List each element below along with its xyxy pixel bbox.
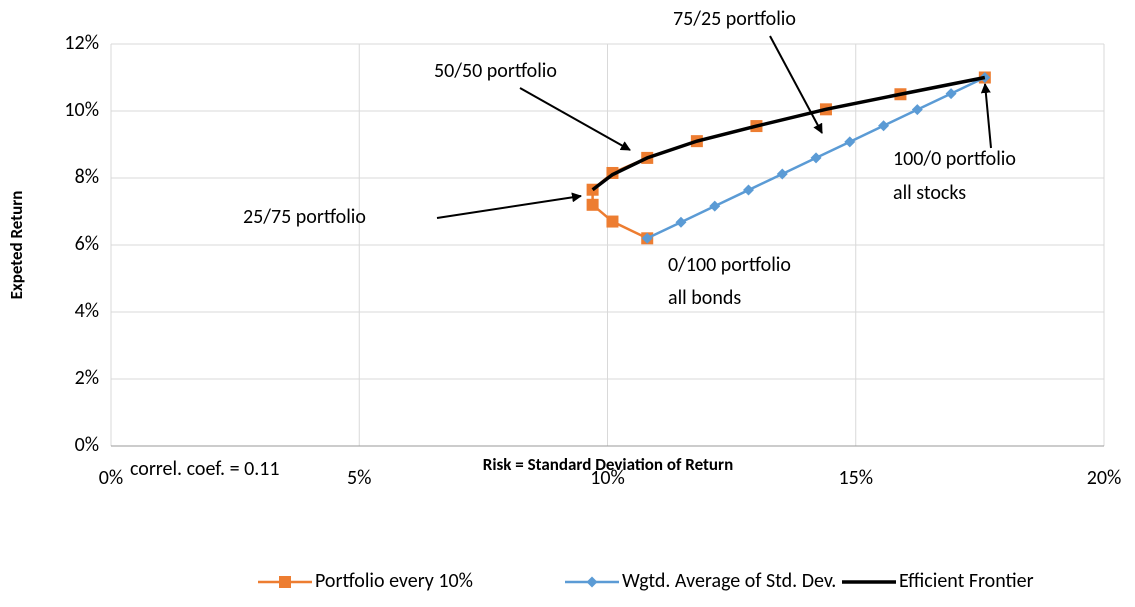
marker [878, 120, 890, 132]
annotation: all bonds [668, 286, 741, 310]
x-tick-label: 20% [1087, 466, 1122, 490]
marker [709, 200, 721, 212]
annotation: 0/100 portfolio [668, 253, 791, 277]
annotation: 50/50 portfolio [434, 59, 557, 83]
marker [776, 168, 788, 180]
y-tick-label: 8% [75, 165, 99, 189]
x-axis-title: Risk = Standard Deviation of Return [483, 454, 733, 475]
y-tick-label: 0% [75, 433, 99, 457]
annotation: 75/25 portfolio [673, 7, 796, 31]
y-tick-label: 10% [64, 98, 99, 122]
x-tick-label: 5% [347, 466, 371, 490]
annotation: all stocks [893, 181, 966, 205]
marker [279, 576, 291, 588]
y-axis-title: Expeted Return [6, 191, 27, 300]
x-tick-label: 15% [838, 466, 873, 490]
marker [945, 88, 957, 100]
y-tick-label: 4% [75, 299, 99, 323]
marker [586, 576, 598, 588]
series-line [591, 75, 986, 192]
legend: Portfolio every 10% Wgtd. Average of Std.… [258, 569, 1034, 593]
marker [911, 104, 923, 116]
y-tick-label: 12% [64, 31, 99, 55]
legend-label: Wgtd. Average of Std. Dev. [622, 569, 836, 593]
grid: 0% 2% 4% 6% 8% 10% 12% 0% 5% 10% 15% 20% [64, 31, 1121, 490]
annotation-arrow [769, 35, 823, 134]
marker [844, 136, 856, 148]
annotation: 25/75 portfolio [243, 205, 366, 229]
annotation: correl. coef. = 0.11 [130, 457, 280, 481]
annotation-arrow [436, 192, 582, 219]
legend-label: Portfolio every 10% [315, 569, 473, 593]
marker [606, 215, 619, 228]
legend-label: Efficient Frontier [899, 569, 1034, 593]
marker [743, 184, 755, 196]
x-tick-label: 10% [590, 466, 625, 490]
annotation-arrow [519, 87, 631, 151]
annotation: 100/0 portfolio [893, 147, 1016, 171]
x-tick-label: 0% [99, 466, 123, 490]
y-tick-label: 2% [75, 366, 99, 390]
marker [586, 198, 599, 211]
plot [586, 71, 991, 245]
marker [641, 232, 653, 244]
y-tick-label: 6% [75, 232, 99, 256]
marker [675, 216, 687, 228]
annotation-arrow [980, 83, 992, 149]
marker [810, 152, 822, 164]
